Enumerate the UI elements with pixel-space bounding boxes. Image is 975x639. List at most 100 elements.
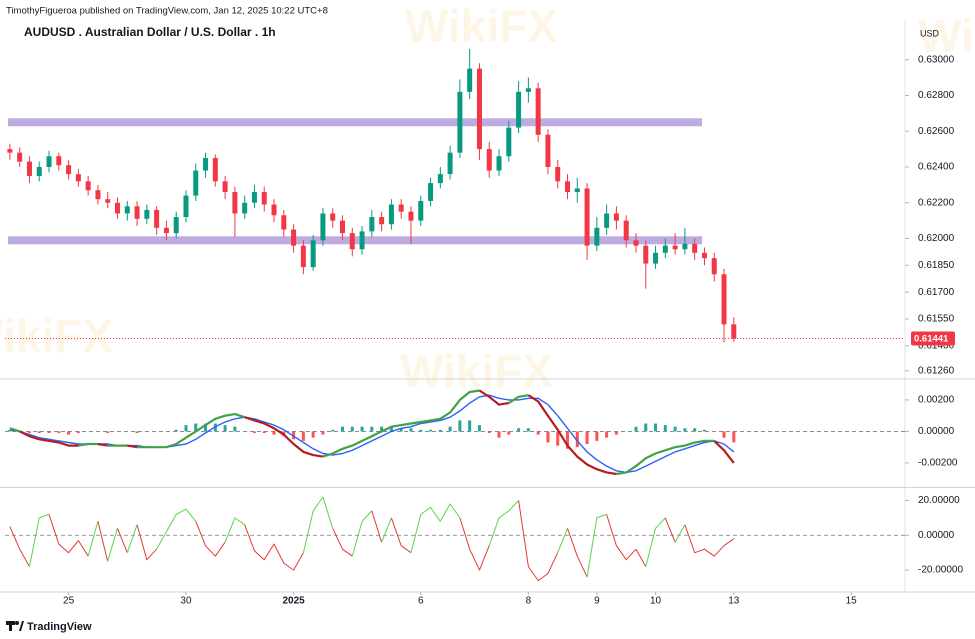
y-tick-label: 0.00200 <box>918 395 955 406</box>
macd-line <box>527 394 617 476</box>
candle-body <box>701 252 707 259</box>
values-line <box>371 510 383 543</box>
candle-body <box>379 217 385 225</box>
candle-body <box>447 152 453 175</box>
values-line <box>195 521 226 557</box>
candle-body <box>672 245 678 250</box>
candle-body <box>95 190 101 200</box>
histogram-bar <box>135 431 139 433</box>
y-tick-label: 20.00000 <box>918 495 960 506</box>
values-line <box>332 528 353 557</box>
values-line <box>87 521 99 557</box>
histogram-bar <box>546 431 550 443</box>
values-line <box>117 528 128 553</box>
histogram-bar <box>311 431 315 438</box>
histogram-bar <box>614 431 618 435</box>
candle-body <box>388 204 394 225</box>
histogram-bar <box>341 426 344 432</box>
macd-line <box>78 442 98 447</box>
candle-body <box>173 217 179 234</box>
histogram-bar <box>106 431 110 433</box>
level-band <box>8 236 702 245</box>
histogram-bar <box>654 423 658 432</box>
y-tick-label: 0.61550 <box>918 314 955 325</box>
histogram-bar <box>331 429 335 432</box>
candle-body <box>203 158 209 171</box>
y-tick-label: 0.61700 <box>918 287 955 298</box>
candle-body <box>643 245 649 264</box>
candle-body <box>281 215 287 230</box>
y-axis-unit: USD <box>920 28 940 38</box>
candle-body <box>623 220 629 241</box>
values-line <box>518 500 559 582</box>
candle-body <box>731 324 737 339</box>
histogram-bar <box>566 431 569 449</box>
y-tick-label: 0.62800 <box>918 90 955 101</box>
values-line <box>126 524 138 553</box>
x-tick-label: 8 <box>526 596 532 607</box>
histogram-bar <box>57 431 61 433</box>
candle-body <box>653 252 659 264</box>
histogram-bar <box>438 429 442 432</box>
x-tick-label: 6 <box>418 596 424 607</box>
brand-logo <box>6 621 24 631</box>
candle-body <box>682 243 688 250</box>
candle-body <box>506 127 512 157</box>
candle-body <box>115 202 120 214</box>
candle-body <box>154 209 160 228</box>
y-tick-label: 0.62400 <box>918 162 955 173</box>
candle-body <box>105 199 111 203</box>
x-tick-label: 30 <box>180 596 192 607</box>
histogram-bar <box>194 423 198 432</box>
macd-line <box>508 394 529 405</box>
values-line <box>244 524 304 571</box>
values-line <box>645 517 666 567</box>
histogram-bar <box>497 431 501 438</box>
histogram-bar <box>673 426 677 432</box>
candle-body <box>242 202 248 214</box>
values-line <box>9 526 30 567</box>
histogram-bar <box>644 423 648 432</box>
values-line <box>107 528 118 562</box>
candle-body <box>85 181 91 191</box>
macd-line <box>97 442 108 447</box>
x-tick-label: 10 <box>650 596 662 607</box>
brand: TradingView <box>27 621 92 633</box>
values-line <box>684 524 735 557</box>
histogram-bar <box>605 431 609 438</box>
histogram-bar <box>419 429 423 432</box>
histogram-bar <box>575 431 579 448</box>
values-line <box>224 517 245 543</box>
histogram-bar <box>477 425 481 432</box>
macd-line <box>19 430 79 447</box>
candle-body <box>7 149 13 153</box>
histogram-bar <box>517 428 521 432</box>
macd-line <box>713 440 735 464</box>
histogram-bar <box>321 431 325 435</box>
values-line <box>390 517 412 554</box>
candle-body <box>516 91 522 128</box>
histogram-bar <box>458 420 462 432</box>
macd-line <box>616 439 715 476</box>
candle-body <box>193 170 199 196</box>
histogram-bar <box>507 431 511 435</box>
candle-body <box>251 192 257 203</box>
y-tick-label: -20.00000 <box>918 565 963 576</box>
candle-body <box>75 174 81 182</box>
values-line <box>29 513 50 567</box>
y-tick-label: 0.61260 <box>918 365 955 376</box>
values-line <box>97 521 109 562</box>
y-tick-label: -0.00200 <box>918 458 958 469</box>
candle-body <box>232 192 238 214</box>
candle-body <box>310 240 316 268</box>
candle-body <box>584 188 590 246</box>
histogram-bar <box>37 431 41 433</box>
last-price-tag <box>911 331 955 346</box>
values-line <box>557 528 568 553</box>
histogram-bar <box>702 429 706 432</box>
y-tick-label: 0.62000 <box>918 233 955 244</box>
histogram-bar <box>47 431 51 433</box>
y-tick-label: 0.00000 <box>918 426 955 437</box>
